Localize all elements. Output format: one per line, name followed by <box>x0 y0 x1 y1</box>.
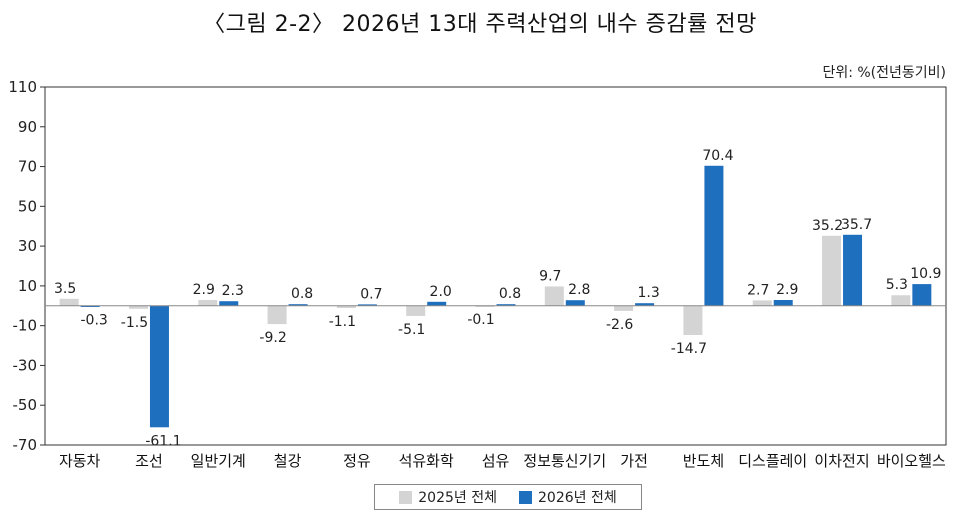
x-category-label: 바이오헬스 <box>877 452 946 470</box>
y-tick-label: 30 <box>18 237 37 255</box>
chart-title: 〈그림 2-2〉 2026년 13대 주력산업의 내수 증감률 전망 <box>203 12 757 37</box>
bar-2025-7 <box>475 305 495 307</box>
legend-swatch-2026 <box>519 490 532 504</box>
data-label-2025-11: 2.7 <box>747 282 769 298</box>
x-category-label: 정보통신기기 <box>523 452 606 470</box>
data-label-2025-5: -1.1 <box>329 314 356 330</box>
data-label-2025-2: -1.5 <box>121 315 148 331</box>
bar-2025-6 <box>406 305 426 316</box>
bar-2025-3 <box>198 300 218 306</box>
unit-label: 단위: %(전년동기비) <box>822 65 946 81</box>
legend-item-2026: 2026년 전체 <box>519 487 617 507</box>
bar-2025-10 <box>683 305 703 336</box>
legend-swatch-2025 <box>399 490 413 504</box>
data-label-2026-12: 35.7 <box>841 217 872 233</box>
data-label-2025-1: 3.5 <box>54 281 76 297</box>
y-tick-label: -50 <box>13 396 38 414</box>
bar-2026-10 <box>704 165 724 306</box>
data-label-2026-10: 70.4 <box>702 148 733 164</box>
bar-2025-13 <box>891 295 911 306</box>
x-category-label: 디스플레이 <box>738 452 807 470</box>
y-tick-label: 90 <box>18 118 37 136</box>
y-tick-label: 50 <box>18 197 37 215</box>
data-label-2025-12: 35.2 <box>812 218 843 234</box>
data-label-2025-13: 5.3 <box>886 277 908 293</box>
data-label-2025-10: -14.7 <box>671 341 707 357</box>
bar-2026-12 <box>843 234 863 306</box>
data-label-2025-3: 2.9 <box>193 282 215 298</box>
bar-2026-5 <box>357 304 377 306</box>
data-label-2025-8: 9.7 <box>539 268 561 284</box>
data-label-2026-1: -0.3 <box>80 312 107 328</box>
x-category-label: 철강 <box>274 452 302 470</box>
bar-2026-6 <box>427 301 447 306</box>
bar-2026-1 <box>80 305 100 307</box>
data-label-2026-11: 2.9 <box>776 282 798 298</box>
data-label-2026-13: 10.9 <box>910 266 941 282</box>
data-label-2025-9: -2.6 <box>606 317 633 333</box>
bar-2026-2 <box>149 305 169 428</box>
y-tick-label: -70 <box>13 436 38 454</box>
data-label-2025-6: -5.1 <box>398 322 425 338</box>
bar-2026-4 <box>288 304 308 306</box>
bar-2025-11 <box>752 300 772 306</box>
y-tick-label: 110 <box>8 78 37 96</box>
data-label-2026-2: -61.1 <box>145 433 181 449</box>
bar-chart: 110 90 70 50 30 10 -10 -30 -50 -70 3.5-0.3 자동차 -1.5… <box>8 78 947 470</box>
data-label-2026-8: 2.8 <box>568 282 590 298</box>
y-tick-label: -10 <box>13 317 38 335</box>
bar-2026-8 <box>565 300 585 306</box>
bar-2026-11 <box>773 300 793 306</box>
data-label-2026-3: 2.3 <box>222 283 244 299</box>
chart-legend: 2025년 전체 2026년 전체 <box>374 484 642 510</box>
x-category-label: 섬유 <box>482 452 510 470</box>
x-category-label: 석유화학 <box>399 452 454 470</box>
bar-2025-4 <box>267 305 287 325</box>
x-category-label: 이차전지 <box>814 452 869 470</box>
data-label-2026-4: 0.8 <box>291 286 313 302</box>
data-label-2026-5: 0.7 <box>360 286 382 302</box>
x-category-label: 조선 <box>135 452 163 470</box>
data-label-2026-9: 1.3 <box>637 285 659 301</box>
y-tick-label: 10 <box>18 277 37 295</box>
plot-frame <box>44 86 947 446</box>
data-label-2026-7: 0.8 <box>499 286 521 302</box>
bar-2025-5 <box>336 305 356 308</box>
legend-label-2025: 2025년 전체 <box>418 490 497 506</box>
x-category-label: 반도체 <box>683 452 724 470</box>
legend-label-2026: 2026년 전체 <box>538 490 617 506</box>
data-label-2026-6: 2.0 <box>430 284 452 300</box>
legend-item-2025: 2025년 전체 <box>399 487 497 507</box>
bar-2026-9 <box>635 303 655 306</box>
x-category-label: 가전 <box>620 452 648 470</box>
x-category-label: 자동차 <box>59 452 101 470</box>
y-tick-label: -30 <box>13 356 38 374</box>
bar-2026-13 <box>912 284 932 306</box>
bar-2025-1 <box>59 298 79 306</box>
data-label-2025-4: -9.2 <box>259 330 286 346</box>
x-category-label: 정유 <box>343 452 371 470</box>
y-tick-label: 70 <box>18 158 37 176</box>
bar-2025-9 <box>614 305 634 311</box>
bar-2025-8 <box>544 286 564 306</box>
x-category-label: 일반기계 <box>191 452 246 470</box>
bar-2026-3 <box>219 301 239 306</box>
bar-2026-7 <box>496 304 516 306</box>
bar-2025-2 <box>128 305 148 309</box>
data-label-2025-7: -0.1 <box>467 312 494 328</box>
bar-2025-12 <box>822 235 842 306</box>
